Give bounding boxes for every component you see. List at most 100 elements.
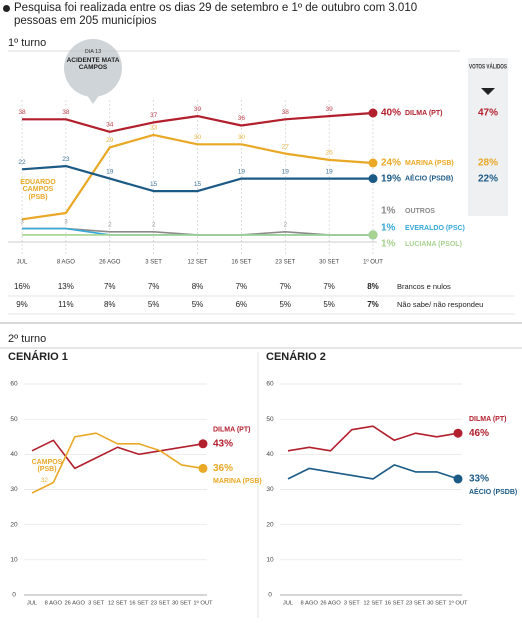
y-tick-label: 40: [266, 451, 274, 458]
valid-votes: 28%: [478, 158, 498, 169]
end-point: [368, 158, 378, 168]
x-tick-label: 23 SET: [151, 601, 171, 607]
valid-votes-arrow: [481, 88, 495, 95]
section-title: 2º turno: [8, 333, 46, 345]
legend-name: MARINA (PSB): [405, 160, 454, 167]
series-line: [287, 425, 459, 452]
y-tick-label: 50: [266, 416, 274, 423]
data-label: 38: [282, 109, 290, 116]
table-cell: 5%: [148, 300, 160, 309]
end-value: 1%: [381, 223, 396, 234]
y-tick-label: 10: [266, 557, 274, 564]
y-tick-label: 60: [266, 381, 274, 388]
data-label: 25: [326, 150, 334, 157]
data-label: 2: [283, 221, 287, 228]
data-label: 36: [238, 115, 246, 122]
annotation: ACIDENTE MATA CAMPOS: [66, 57, 120, 71]
table-cell: 8%: [104, 300, 116, 309]
table-cell: 7%: [236, 282, 248, 291]
chart-title: CENÁRIO 2: [266, 350, 326, 363]
table-cell: 16%: [14, 282, 30, 291]
x-tick-label: JUL: [17, 260, 28, 266]
x-tick-label: 30 SET: [172, 601, 192, 607]
y-tick-label: 20: [10, 521, 18, 528]
x-tick-label: 8 AGO: [301, 601, 319, 607]
table-cell: 7%: [104, 282, 116, 291]
data-label: 32: [41, 477, 49, 484]
data-label: 27: [282, 143, 290, 150]
table-cell: 8%: [192, 282, 204, 291]
table-cell: 5%: [323, 300, 335, 309]
data-label: 39: [194, 106, 202, 113]
x-tick-label: 16 SET: [385, 601, 405, 607]
x-tick-label: 30 SET: [319, 260, 339, 266]
legend-name: AÉCIO (PSDB): [405, 173, 453, 182]
y-tick-label: 0: [12, 592, 16, 599]
end-value: 24%: [381, 158, 401, 169]
bubble-pointer: [86, 94, 100, 104]
x-tick-label: 8 AGO: [57, 260, 75, 266]
series-line: [31, 439, 204, 470]
valid-votes: 22%: [478, 173, 498, 184]
data-label: 33: [150, 125, 158, 132]
end-point: [453, 428, 463, 438]
table-cell: 13%: [58, 282, 74, 291]
end-point: [368, 174, 378, 184]
end-value: 1%: [381, 206, 396, 217]
data-label: 29: [106, 137, 114, 144]
data-label: 37: [150, 112, 158, 119]
end-point: [198, 463, 208, 473]
end-point: [198, 439, 208, 449]
data-label: 30: [238, 134, 246, 141]
x-tick-label: 1º OUT: [448, 600, 468, 607]
data-label: 34: [106, 121, 114, 128]
y-tick-label: 10: [10, 557, 18, 564]
table-cell: 7%: [148, 282, 160, 291]
x-tick-label: 12 SET: [108, 601, 128, 607]
y-tick-label: 0: [268, 592, 272, 599]
x-tick-label: JUL: [283, 601, 294, 607]
bullet: [3, 5, 10, 12]
end-value: 36%: [213, 463, 233, 474]
series-line: [21, 133, 374, 221]
table-cell: 7%: [279, 282, 291, 291]
legend-name: LUCIANA (PSOL): [405, 241, 462, 248]
data-label: 19: [282, 168, 290, 175]
end-value: 40%: [381, 108, 401, 119]
x-tick-label: 23 SET: [275, 260, 295, 266]
end-point: [368, 108, 378, 118]
x-tick-label: 26 AGO: [99, 260, 121, 266]
legend-name: EVERALDO (PSC): [405, 225, 465, 232]
annotation: DIA 13: [84, 49, 102, 55]
annotation: CAMPOS (PSB): [31, 459, 63, 474]
y-tick-label: 60: [10, 381, 18, 388]
x-tick-label: 26 AGO: [64, 601, 85, 607]
series-line: [22, 111, 374, 133]
y-tick-label: 30: [266, 486, 274, 493]
table-cell: 5%: [279, 300, 291, 309]
data-label: 38: [18, 109, 26, 116]
y-tick-label: 30: [10, 486, 18, 493]
event-bubble: [64, 39, 122, 97]
x-tick-label: 30 SET: [427, 601, 447, 607]
end-value: 19%: [381, 173, 401, 184]
table-cell: 9%: [16, 300, 28, 309]
annotation: EDUARDO CAMPOS (PSB): [20, 179, 56, 201]
y-tick-label: 20: [266, 521, 274, 528]
x-tick-label: 23 SET: [406, 601, 426, 607]
valid-votes: 47%: [478, 108, 498, 119]
data-label: 39: [326, 106, 334, 113]
table-cell: 11%: [58, 300, 73, 309]
x-tick-label: 3 SET: [145, 260, 162, 266]
x-tick-label: 8 AGO: [45, 601, 63, 607]
table-cell: 7%: [367, 300, 379, 309]
note: Pesquisa foi realizada entre os dias 29 …: [14, 2, 418, 27]
data-label: 2: [108, 221, 112, 228]
end-value: 46%: [469, 428, 489, 439]
series-line: [31, 432, 204, 494]
legend-name: MARINA (PSB): [213, 478, 262, 485]
valid-votes-title: VOTOS VÁLIDOS: [469, 62, 507, 71]
data-label: 19: [238, 168, 246, 175]
